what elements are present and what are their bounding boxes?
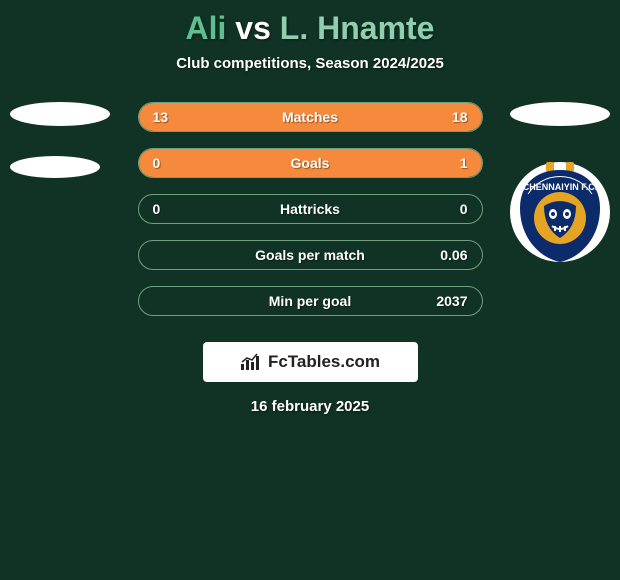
vs-text: vs bbox=[235, 10, 271, 46]
stat-label: Goals bbox=[139, 155, 482, 171]
brand-chart-icon bbox=[240, 353, 262, 371]
player2-name: L. Hnamte bbox=[280, 10, 435, 46]
brand-text: FcTables.com bbox=[268, 352, 380, 372]
stat-row: Min per goal2037 bbox=[138, 286, 483, 316]
comparison-card: Ali vs L. Hnamte Club competitions, Seas… bbox=[0, 0, 620, 425]
svg-text:CHENNAIYIN F.C.: CHENNAIYIN F.C. bbox=[523, 182, 598, 192]
stat-value-right: 0 bbox=[460, 201, 468, 217]
player2-club-logo: CHENNAIYIN F.C. bbox=[510, 156, 610, 268]
stats-area: CHENNAIYIN F.C. 13Matches180Goals10Hattr… bbox=[0, 102, 620, 332]
right-avatar-column: CHENNAIYIN F.C. bbox=[510, 102, 610, 268]
subtitle: Club competitions, Season 2024/2025 bbox=[0, 55, 620, 72]
stat-row: 13Matches18 bbox=[138, 102, 483, 132]
stat-value-right: 0.06 bbox=[440, 247, 467, 263]
left-avatar-column bbox=[10, 102, 110, 208]
player2-avatar-placeholder bbox=[510, 102, 610, 126]
stat-row: 0Goals1 bbox=[138, 148, 483, 178]
stat-value-right: 1 bbox=[460, 155, 468, 171]
stat-value-right: 2037 bbox=[436, 293, 467, 309]
stat-label: Min per goal bbox=[139, 293, 482, 309]
brand-badge: FcTables.com bbox=[203, 342, 418, 382]
player1-club-placeholder bbox=[10, 156, 100, 178]
stat-row: 0Hattricks0 bbox=[138, 194, 483, 224]
stat-label: Goals per match bbox=[139, 247, 482, 263]
player1-avatar-placeholder bbox=[10, 102, 110, 126]
stat-row: Goals per match0.06 bbox=[138, 240, 483, 270]
stat-label: Hattricks bbox=[139, 201, 482, 217]
player1-name: Ali bbox=[186, 10, 227, 46]
stat-label: Matches bbox=[139, 109, 482, 125]
title: Ali vs L. Hnamte bbox=[0, 10, 620, 47]
stat-value-right: 18 bbox=[452, 109, 468, 125]
stat-rows: 13Matches180Goals10Hattricks0Goals per m… bbox=[138, 102, 483, 332]
date: 16 february 2025 bbox=[0, 398, 620, 415]
